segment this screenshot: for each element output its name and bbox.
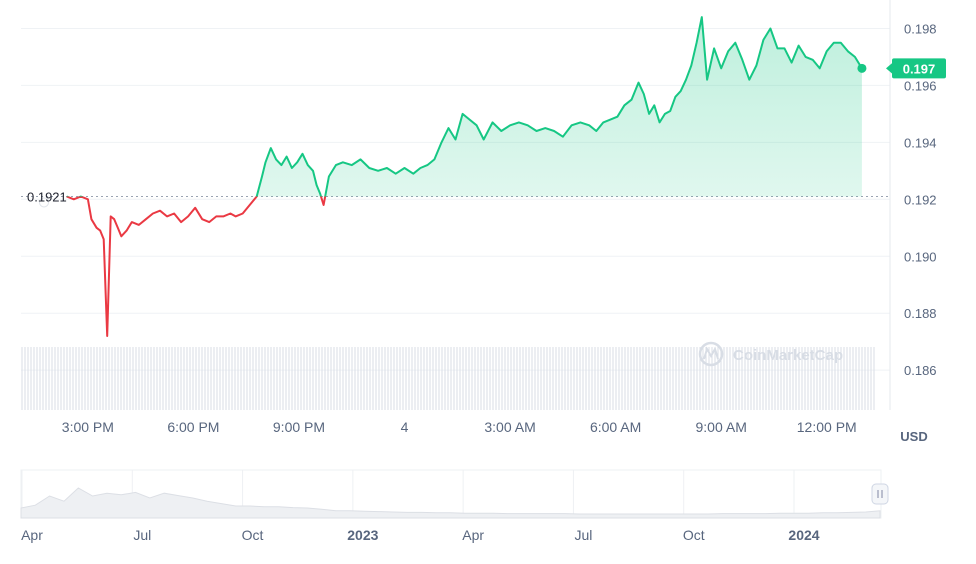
price-line-below-reference <box>66 196 327 337</box>
watermark-text: CoinMarketCap <box>733 347 843 364</box>
navigator-tick-label: Oct <box>683 527 705 543</box>
watermark: CoinMarketCap <box>698 341 843 367</box>
navigator-tick-label: Jul <box>574 527 592 543</box>
navigator-tick-label: Oct <box>242 527 264 543</box>
x-tick-label: 9:00 AM <box>695 419 746 435</box>
y-tick-label: 0.190 <box>904 249 937 264</box>
price-area-fill <box>256 17 862 197</box>
currency-unit-label: USD <box>900 429 927 444</box>
coinmarketcap-logo-m-icon <box>703 346 719 360</box>
x-tick-label: 3:00 AM <box>484 419 535 435</box>
current-price-text: 0.197 <box>903 61 936 76</box>
coinmarketcap-logo-icon <box>698 341 724 367</box>
x-tick-label: 6:00 AM <box>590 419 641 435</box>
x-tick-label: 12:00 PM <box>797 419 857 435</box>
y-tick-label: 0.186 <box>904 363 937 378</box>
pause-handle-icon <box>877 490 883 498</box>
navigator-tick-label: 2023 <box>347 527 378 543</box>
x-tick-label: 3:00 PM <box>62 419 114 435</box>
reference-price-label: 0.1921 <box>27 189 67 208</box>
y-tick-label: 0.194 <box>904 135 937 150</box>
badge-background <box>892 58 946 79</box>
reference-price-text: 0.1921 <box>27 189 67 204</box>
y-tick-label: 0.198 <box>904 21 937 36</box>
navigator-tick-label: Apr <box>462 527 484 543</box>
price-chart[interactable]: CoinMarketCap 0.1921 0.1980.1960.1940.19… <box>0 0 976 455</box>
navigator-handle[interactable] <box>871 483 889 505</box>
navigator-tick-label: Jul <box>133 527 151 543</box>
current-price-badge: 0.197 <box>886 58 946 79</box>
volume-bars <box>21 347 875 410</box>
badge-pointer-icon <box>886 62 893 75</box>
y-tick-label: 0.188 <box>904 306 937 321</box>
y-axis: 0.198 0.196 0.194 0.192 0.190 0.188 0.186 <box>904 21 937 378</box>
navigator-history-area <box>20 487 881 519</box>
reference-dot-icon <box>39 197 49 208</box>
range-navigator[interactable]: Apr Jul Oct 2023 Apr Jul Oct 2024 <box>0 462 976 564</box>
y-tick-label: 0.196 <box>904 78 937 93</box>
price-line-above-reference <box>66 16 863 197</box>
range-handle-button[interactable] <box>871 483 889 505</box>
x-tick-label: 9:00 PM <box>273 419 325 435</box>
current-price-dot-icon <box>857 63 867 73</box>
navigator-tick-label: 2024 <box>788 527 819 543</box>
x-tick-label: 6:00 PM <box>167 419 219 435</box>
y-tick-label: 0.192 <box>904 192 937 207</box>
navigator-x-axis: Apr Jul Oct 2023 Apr Jul Oct 2024 <box>21 527 820 543</box>
x-axis: 3:00 PM 6:00 PM 9:00 PM 4 3:00 AM 6:00 AM 9:00… <box>62 419 857 435</box>
navigator-tick-label: Apr <box>21 527 43 543</box>
x-tick-label: 4 <box>401 419 409 435</box>
